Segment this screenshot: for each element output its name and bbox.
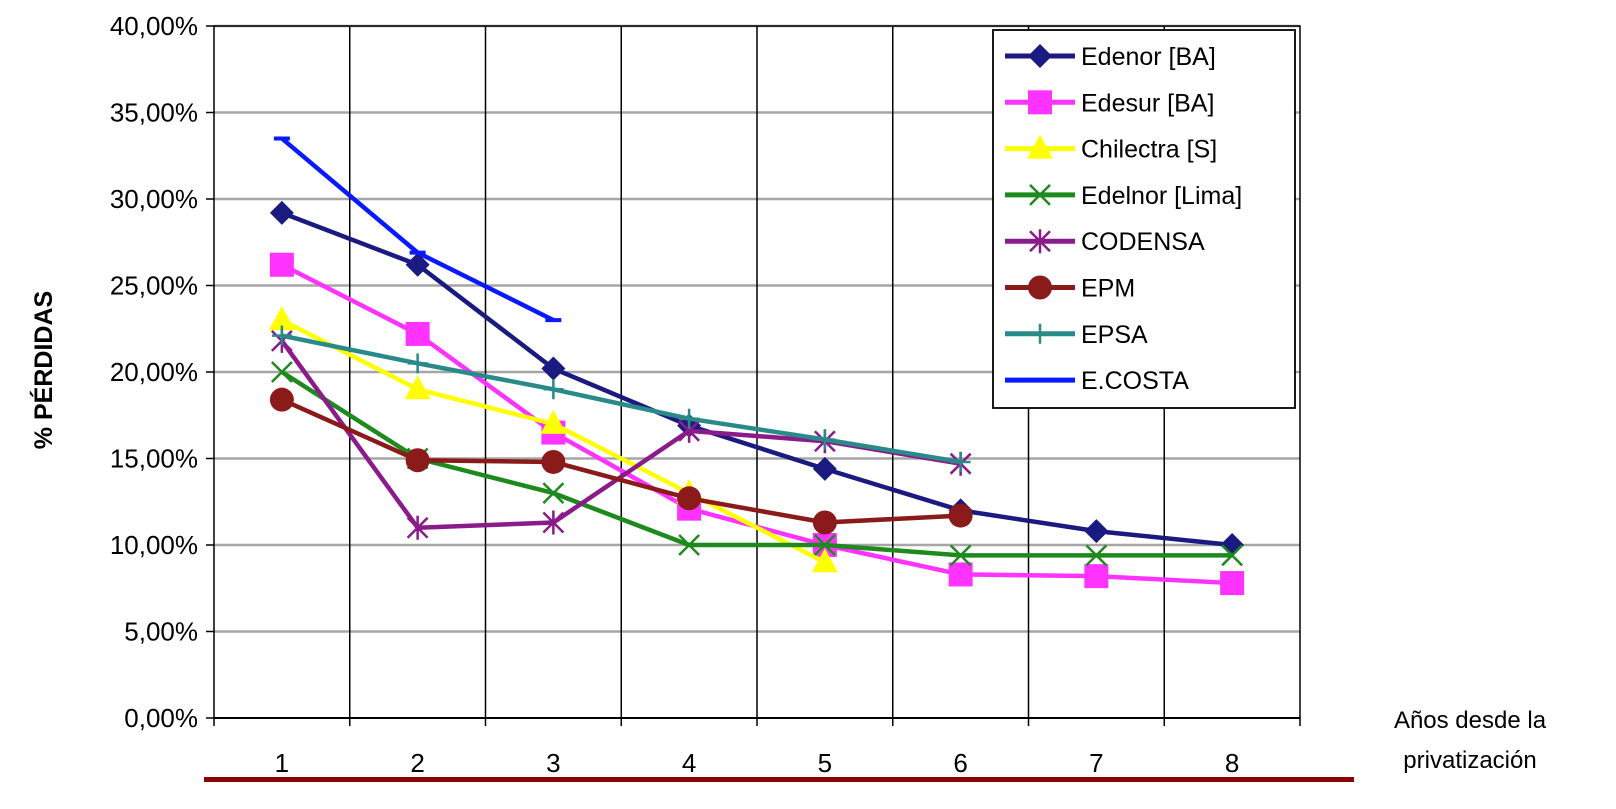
legend-box: [992, 29, 1296, 409]
x-tick-label: 7: [1089, 748, 1103, 778]
legend-item: E.COSTA: [1005, 367, 1189, 395]
legend-marker: [1029, 184, 1051, 206]
y-tick-label: 0,00%: [124, 703, 198, 733]
data-point: [813, 534, 836, 556]
legend-marker: [1027, 134, 1053, 159]
data-point: [269, 252, 294, 277]
legend-item: EPM: [1005, 275, 1135, 303]
legend-marker: [1029, 229, 1051, 254]
legend-item: Edesur [BA]: [1005, 89, 1214, 117]
axes: 0,00% 5,00% 10,00% 15,00% 20,00% 25,00% 30,00%…: [110, 11, 1354, 782]
y-tick-label: 5,00%: [124, 617, 198, 647]
data-point: [405, 252, 430, 277]
x-axis-title-line-1: Años desde la: [1394, 707, 1547, 734]
legend-marker: [1030, 323, 1050, 344]
legend-item: Chilectra [S]: [1005, 134, 1217, 164]
series-epsa: [271, 325, 971, 472]
data-point: [949, 544, 972, 567]
x-tick-label: 1: [275, 748, 289, 778]
legend-label: Edesur [BA]: [1081, 89, 1214, 117]
series-e-costa: [273, 136, 562, 323]
legend-item: EPSA: [1005, 321, 1148, 349]
data-point: [542, 510, 565, 535]
data-point: [1085, 544, 1108, 567]
legend-label: Edenor [BA]: [1081, 43, 1216, 71]
y-tick-label: 15,00%: [110, 444, 198, 474]
data-point: [950, 451, 971, 472]
y-tick-label: 25,00%: [110, 271, 198, 301]
x-axis-title-line-2: privatización: [1403, 747, 1536, 774]
legend-label: EPM: [1081, 275, 1135, 303]
data-point: [679, 408, 700, 429]
legend-item: Edelnor [Lima]: [1005, 182, 1242, 210]
axis-labels: % PÉRDIDAS Años desde la privatización: [29, 291, 1547, 774]
data-point: [814, 429, 835, 450]
data-point: [812, 510, 837, 535]
series-epm: [269, 387, 973, 535]
legend-label: EPSA: [1081, 321, 1148, 349]
x-tick-label: 4: [682, 748, 696, 778]
legend-label: Chilectra [S]: [1081, 136, 1217, 164]
data-point: [269, 200, 294, 225]
series-line: [281, 333, 961, 465]
data-point: [1220, 571, 1245, 596]
x-tick-label: 6: [953, 748, 967, 778]
y-tick-label: 20,00%: [110, 357, 198, 387]
data-point: [678, 534, 701, 556]
legend-item: CODENSA: [1005, 228, 1205, 256]
data-point: [271, 325, 292, 346]
data-point: [406, 515, 429, 540]
data-point: [1084, 519, 1109, 544]
legend-label: CODENSA: [1081, 228, 1205, 256]
data-point: [270, 361, 293, 383]
x-tick-label: 8: [1225, 748, 1239, 778]
x-tick-label: 3: [546, 748, 560, 778]
series-line: [281, 210, 1233, 548]
y-tick-label: 10,00%: [110, 530, 198, 560]
data-point: [948, 562, 973, 587]
x-tick-label: 5: [818, 748, 832, 778]
data-point: [268, 306, 295, 331]
data-point: [542, 482, 565, 504]
legend-marker: [1028, 90, 1052, 115]
series-line: [280, 397, 961, 525]
x-axis-underline: [204, 777, 1354, 782]
data-point: [811, 548, 838, 573]
data-point: [405, 448, 430, 473]
data-point: [541, 356, 566, 381]
data-point: [405, 321, 430, 346]
data-point: [540, 409, 567, 434]
series-lines: [268, 136, 1245, 596]
y-axis-title: % PÉRDIDAS: [29, 291, 58, 449]
data-point: [407, 353, 428, 374]
legend-label: E.COSTA: [1081, 367, 1189, 395]
series-line: [280, 370, 1233, 558]
data-point: [677, 486, 702, 511]
legend-label: Edelnor [Lima]: [1081, 182, 1242, 210]
data-point: [269, 387, 294, 412]
data-point: [1084, 564, 1109, 589]
data-point: [404, 375, 431, 400]
data-point: [948, 503, 973, 528]
y-tick-label: 30,00%: [110, 184, 198, 214]
legend-item: Edenor [BA]: [1005, 43, 1216, 71]
legend: Edenor [BA] Edesur [BA] Chilectra [S] Edeln…: [992, 29, 1296, 409]
data-point: [1221, 544, 1244, 567]
legend-marker: [1028, 44, 1052, 68]
legend-marker: [1028, 275, 1052, 300]
y-tick-label: 40,00%: [110, 11, 198, 41]
data-point: [543, 379, 564, 400]
x-tick-label: 2: [410, 748, 424, 778]
data-point: [812, 456, 837, 481]
data-point: [541, 449, 566, 474]
y-tick-label: 35,00%: [110, 98, 198, 128]
